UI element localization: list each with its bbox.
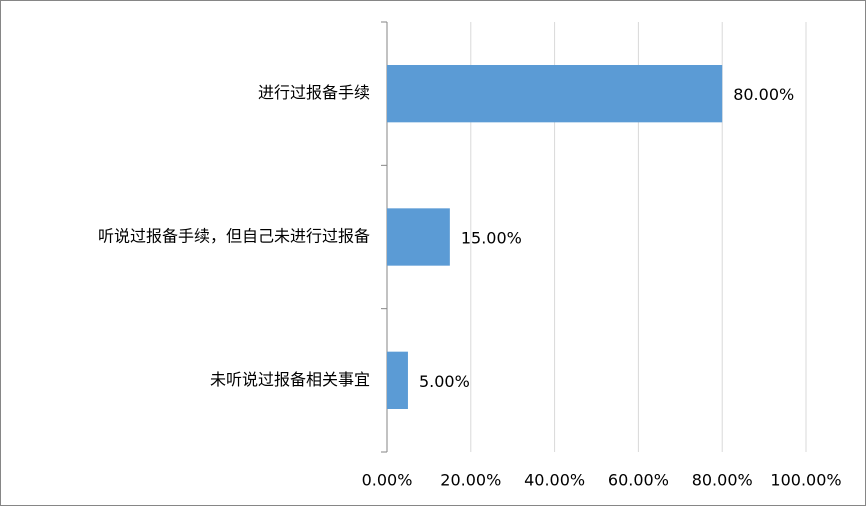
bar xyxy=(387,351,408,409)
bar xyxy=(387,65,723,123)
x-tick-label: 60.00% xyxy=(608,471,669,490)
value-label: 80.00% xyxy=(733,85,794,104)
y-tick-label: 听说过报备手续，但自己未进行过报备 xyxy=(98,227,370,246)
x-tick-label: 20.00% xyxy=(440,471,501,490)
y-tick-label: 未听说过报备相关事宜 xyxy=(210,370,370,389)
x-tick-label: 0.00% xyxy=(362,471,413,490)
x-tick-label: 80.00% xyxy=(692,471,753,490)
value-label: 15.00% xyxy=(461,229,522,248)
bar xyxy=(387,208,450,266)
x-tick-label: 100.00% xyxy=(770,471,841,490)
y-tick-label: 进行过报备手续 xyxy=(258,83,370,102)
x-tick-label: 40.00% xyxy=(524,471,585,490)
value-label: 5.00% xyxy=(419,372,470,391)
